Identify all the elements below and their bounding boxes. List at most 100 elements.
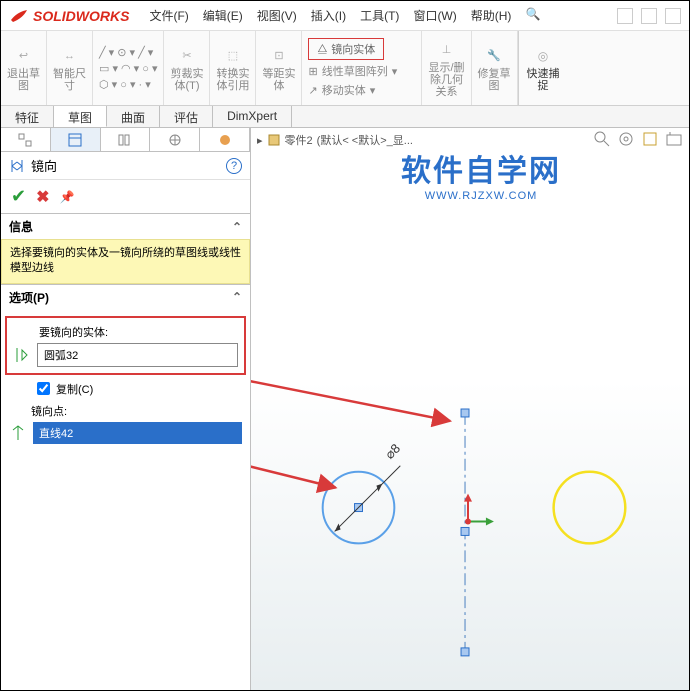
menu-help[interactable]: 帮助(H) [471, 7, 512, 24]
zoom-fit-icon[interactable] [593, 130, 611, 148]
ptab-display[interactable] [150, 128, 200, 151]
copy-checkbox[interactable] [37, 382, 50, 395]
convert-button[interactable]: ⬚ 转换实 体引用 [210, 31, 256, 105]
menu-search-icon[interactable]: 🔍 [525, 7, 540, 24]
menu-window[interactable]: 窗口(W) [413, 7, 456, 24]
sketch-tools-group: ╱ ▾ ⊙ ▾ ╱ ▾ ▭ ▾ ◠ ▾ ○ ▾ ⬡ ▾ ○ ▾ · ▾ [93, 31, 164, 105]
show-delete-button[interactable]: ⊥ 显示/删 除几何 关系 [422, 31, 471, 105]
quick-snap-icon: ◎ [531, 44, 555, 68]
sketch-overlay: ⌀8 [251, 128, 689, 690]
new-icon[interactable] [617, 8, 633, 24]
svg-text:⌀8: ⌀8 [382, 441, 403, 462]
smart-dim-icon: ↔ [58, 44, 82, 68]
help-icon[interactable]: ? [226, 158, 242, 174]
ribbon: ↩ 退出草 图 ↔ 智能尺 寸 ╱ ▾ ⊙ ▾ ╱ ▾ ▭ ▾ ◠ ▾ ○ ▾ … [1, 31, 689, 106]
appearance-icon [217, 132, 233, 148]
entities-box: 要镜向的实体: 圆弧32 [5, 316, 246, 375]
smart-dim-button[interactable]: ↔ 智能尺 寸 [47, 31, 93, 105]
app-logo: SOLIDWORKS [9, 6, 129, 26]
mirror-about-label: 镜向点: [31, 403, 246, 419]
info-header[interactable]: 信息 ⌃ [1, 214, 250, 239]
cancel-button[interactable]: ✖ [36, 187, 49, 207]
move-button[interactable]: ↗ 移动实体 ▾ [308, 82, 415, 98]
relations-icon: ⊥ [435, 38, 459, 62]
mirror-icon: ⧋ [317, 43, 327, 56]
ok-button[interactable]: ✔ [11, 186, 26, 207]
convert-icon: ⬚ [221, 44, 245, 68]
pattern-group: ⧋镜向实体 ⊞ 线性草图阵列 ▾ ↗ 移动实体 ▾ [302, 31, 422, 105]
tab-dimxpert[interactable]: DimXpert [213, 106, 292, 127]
panel-title: 镜向 [31, 156, 57, 175]
title-actions [617, 8, 681, 24]
app-name: SOLIDWORKS [33, 8, 129, 24]
info-text: 选择要镜向的实体及一镜向所绕的草图线或线性模型边线 [1, 239, 250, 284]
watermark-url: WWW.RJZXW.COM [401, 190, 561, 202]
poly-tool[interactable]: ⬡ ▾ ○ ▾ · ▾ [99, 78, 157, 91]
solidworks-icon [9, 6, 29, 26]
line-tool[interactable]: ╱ ▾ ⊙ ▾ ╱ ▾ [99, 46, 157, 59]
menu-edit[interactable]: 编辑(E) [203, 7, 243, 24]
entities-label: 要镜向的实体: [39, 324, 238, 340]
graphics-canvas[interactable]: ▸ 零件2 (默认< <默认>_显... 软件自学网 WWW.RJZXW.COM [251, 128, 689, 690]
offset-button[interactable]: ⊡ 等距实 体 [256, 31, 302, 105]
zoom-area-icon[interactable] [617, 130, 635, 148]
copy-checkbox-row[interactable]: 复制(C) [37, 381, 246, 397]
watermark-title: 软件自学网 [401, 146, 561, 190]
view-toolbar [593, 130, 683, 148]
panel-tabs [1, 128, 250, 152]
open-icon[interactable] [641, 8, 657, 24]
repair-button[interactable]: 🔧 修复草 图 [472, 31, 518, 105]
save-icon[interactable] [665, 8, 681, 24]
menu-file[interactable]: 文件(F) [149, 7, 188, 24]
display-style-icon[interactable] [665, 130, 683, 148]
mirror-button[interactable]: ⧋镜向实体 [308, 38, 384, 60]
part-icon [267, 133, 281, 147]
ptab-appearance[interactable] [200, 128, 250, 151]
options-header[interactable]: 选项(P) ⌃ [1, 285, 250, 310]
title-bar: SOLIDWORKS 文件(F) 编辑(E) 视图(V) 插入(I) 工具(T)… [1, 1, 689, 31]
entities-input[interactable]: 圆弧32 [37, 343, 238, 367]
panel-actions: ✔ ✖ 📌 [1, 180, 250, 213]
ptab-feature-tree[interactable] [1, 128, 51, 151]
mirror-entity-icon [13, 346, 31, 364]
menu-view[interactable]: 视图(V) [257, 7, 297, 24]
part-config: (默认< <默认>_显... [317, 132, 413, 148]
display-icon [167, 132, 183, 148]
options-section: 选项(P) ⌃ 要镜向的实体: 圆弧32 复制(C) 镜向点: [1, 284, 250, 450]
rect-tool[interactable]: ▭ ▾ ◠ ▾ ○ ▾ [99, 62, 157, 75]
part-name: 零件2 [285, 132, 313, 148]
trim-button[interactable]: ✂ 剪裁实 体(T) [164, 31, 210, 105]
ptab-config[interactable] [101, 128, 151, 151]
quick-snap-button[interactable]: ◎ 快速捕 捉 [518, 31, 568, 105]
trim-icon: ✂ [175, 44, 199, 68]
tree-icon [17, 132, 33, 148]
tab-feature[interactable]: 特征 [1, 106, 54, 127]
config-icon [117, 132, 133, 148]
exit-sketch-button[interactable]: ↩ 退出草 图 [1, 31, 47, 105]
ptab-property[interactable] [51, 128, 101, 151]
property-panel: 镜向 ? ✔ ✖ 📌 信息 ⌃ 选择要镜向的实体及一镜向所绕的草图线或线性模型边… [1, 128, 251, 690]
tab-sketch[interactable]: 草图 [54, 106, 107, 127]
workspace: 镜向 ? ✔ ✖ 📌 信息 ⌃ 选择要镜向的实体及一镜向所绕的草图线或线性模型边… [1, 128, 689, 690]
doc-tabs: 特征 草图 曲面 评估 DimXpert [1, 106, 689, 128]
chevron-up-icon: ⌃ [232, 290, 242, 304]
property-icon [67, 132, 83, 148]
linear-pattern-button[interactable]: ⊞ 线性草图阵列 ▾ [308, 63, 415, 79]
panel-title-row: 镜向 ? [1, 152, 250, 180]
copy-label: 复制(C) [56, 381, 93, 397]
mirror-panel-icon [9, 158, 25, 174]
chevron-up-icon: ⌃ [232, 220, 242, 234]
info-section: 信息 ⌃ 选择要镜向的实体及一镜向所绕的草图线或线性模型边线 [1, 213, 250, 284]
tab-surface[interactable]: 曲面 [107, 106, 160, 127]
pin-button[interactable]: 📌 [60, 190, 75, 204]
menu-tools[interactable]: 工具(T) [360, 7, 399, 24]
offset-icon: ⊡ [267, 44, 291, 68]
menu-bar: 文件(F) 编辑(E) 视图(V) 插入(I) 工具(T) 窗口(W) 帮助(H… [149, 7, 540, 24]
mirror-axis-icon [9, 424, 27, 442]
tab-evaluate[interactable]: 评估 [160, 106, 213, 127]
feature-tree-flyout[interactable]: ▸ 零件2 (默认< <默认>_显... [257, 132, 413, 148]
mirror-about-input[interactable]: 直线42 [33, 422, 242, 444]
view-orient-icon[interactable] [641, 130, 659, 148]
exit-sketch-icon: ↩ [12, 44, 36, 68]
menu-insert[interactable]: 插入(I) [311, 7, 346, 24]
